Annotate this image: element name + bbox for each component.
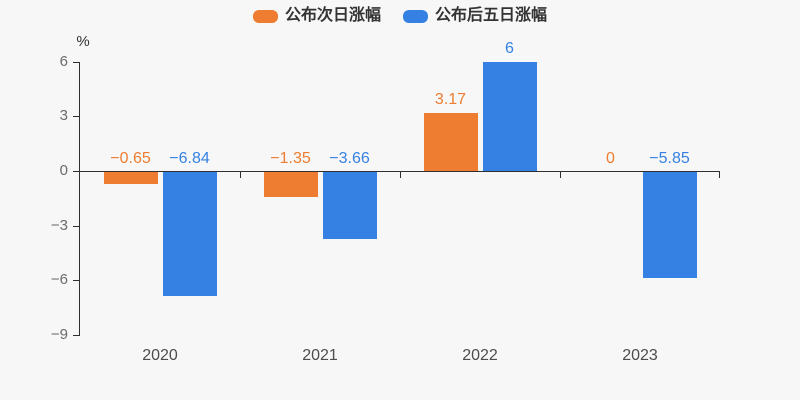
x-axis-tick: [719, 172, 720, 178]
bar-five-day-change-2023[interactable]: [642, 172, 697, 278]
legend-item-five-day-change[interactable]: 公布后五日涨幅: [403, 5, 547, 27]
x-axis-category-label: 2022: [462, 347, 498, 364]
legend-item-next-day-change[interactable]: 公布次日涨幅: [252, 5, 381, 27]
bar-value-label: −5.85: [649, 150, 690, 167]
x-axis-line: [79, 171, 720, 172]
x-axis-tick: [400, 172, 401, 178]
x-axis-tick: [240, 172, 241, 178]
x-axis-category-label: 2020: [142, 347, 178, 364]
legend-label: 公布后五日涨幅: [435, 7, 548, 24]
y-axis-tick-label: 6: [59, 53, 68, 70]
y-axis-tick-label: −6: [50, 271, 68, 288]
x-axis-category-label: 2021: [302, 347, 338, 364]
x-axis-category-label: 2023: [622, 347, 658, 364]
bar-next-day-change-2020[interactable]: [103, 172, 158, 184]
y-axis-line: [79, 62, 80, 336]
y-axis-tick-label: 0: [59, 162, 68, 179]
bar-next-day-change-2021[interactable]: [263, 172, 318, 197]
y-axis-tick: [73, 226, 79, 227]
y-axis-tick: [73, 335, 79, 336]
y-axis-tick: [73, 280, 79, 281]
legend-swatch-orange: [252, 9, 278, 23]
x-axis-tick: [560, 172, 561, 178]
y-axis-tick: [73, 116, 79, 117]
y-axis-unit-label: %: [76, 33, 90, 50]
legend-label: 公布次日涨幅: [284, 7, 381, 24]
legend: 公布次日涨幅 公布后五日涨幅: [0, 5, 800, 27]
bar-value-label: −3.66: [329, 150, 370, 167]
y-axis-tick: [73, 171, 79, 172]
bar-value-label: −0.65: [110, 150, 151, 167]
bar-value-label: −1.35: [270, 150, 311, 167]
bar-five-day-change-2022[interactable]: [482, 62, 537, 171]
bar-value-label: 6: [505, 40, 514, 57]
y-axis-tick: [73, 62, 79, 63]
y-axis-tick-label: 3: [59, 107, 68, 124]
bar-five-day-change-2020[interactable]: [162, 172, 217, 296]
legend-swatch-blue: [403, 9, 428, 23]
bar-five-day-change-2021[interactable]: [322, 172, 377, 239]
y-axis-tick-label: −3: [50, 217, 68, 234]
bar-next-day-change-2022[interactable]: [423, 113, 478, 171]
bar-value-label: 0: [606, 150, 615, 167]
bar-value-label: −6.84: [169, 150, 210, 167]
bar-value-label: 3.17: [434, 91, 467, 108]
y-axis-tick-label: −9: [50, 326, 68, 343]
